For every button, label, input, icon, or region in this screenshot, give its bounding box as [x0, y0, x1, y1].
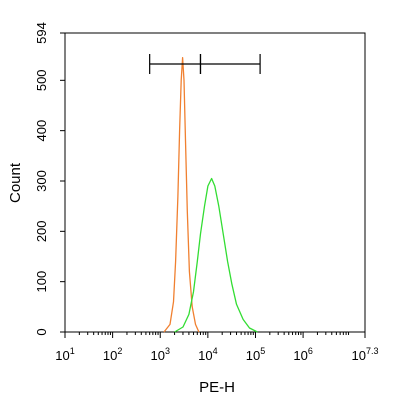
y-tick-label: 100 [34, 271, 49, 293]
x-tick-label: 103 [150, 346, 169, 363]
x-tick-label: 106 [293, 346, 312, 363]
x-tick-label: 101 [55, 346, 74, 363]
y-tick-label: 300 [34, 170, 49, 192]
plot-frame [64, 32, 366, 333]
y-tick-label: 200 [34, 220, 49, 242]
x-axis-title: PE-H [199, 379, 235, 396]
x-tick-label: 102 [103, 346, 122, 363]
y-tick-label: 0 [34, 328, 49, 335]
x-tick-label: 107.3 [352, 346, 379, 363]
x-axis: 101 102 103 104 105 106 107.3 [55, 332, 378, 363]
x-tick-label: 104 [198, 346, 217, 363]
x-tick-label: 105 [246, 346, 265, 363]
y-axis-title: Count [7, 162, 24, 203]
histogram-series-1 [163, 57, 200, 333]
y-tick-label: 500 [34, 69, 49, 91]
y-axis: 0 100 200 300 400 500 594 [34, 22, 65, 336]
y-tick-label: 400 [34, 120, 49, 142]
gates-layer [149, 54, 261, 74]
series-layer [163, 57, 258, 333]
histogram-series-2 [174, 177, 258, 333]
y-tick-label: 594 [34, 22, 49, 44]
